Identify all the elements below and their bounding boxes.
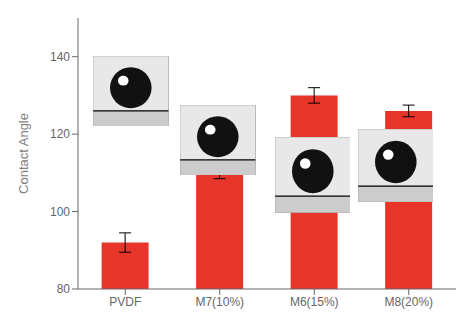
- svg-text:M6(15%): M6(15%): [290, 295, 339, 309]
- svg-text:120: 120: [50, 127, 70, 141]
- svg-text:100: 100: [50, 205, 70, 219]
- svg-text:M8(20%): M8(20%): [384, 295, 433, 309]
- svg-text:80: 80: [57, 282, 71, 296]
- svg-text:M7(10%): M7(10%): [195, 295, 244, 309]
- svg-text:Contact Angle: Contact Angle: [16, 113, 31, 194]
- svg-text:140: 140: [50, 50, 70, 64]
- svg-text:PVDF: PVDF: [109, 295, 141, 309]
